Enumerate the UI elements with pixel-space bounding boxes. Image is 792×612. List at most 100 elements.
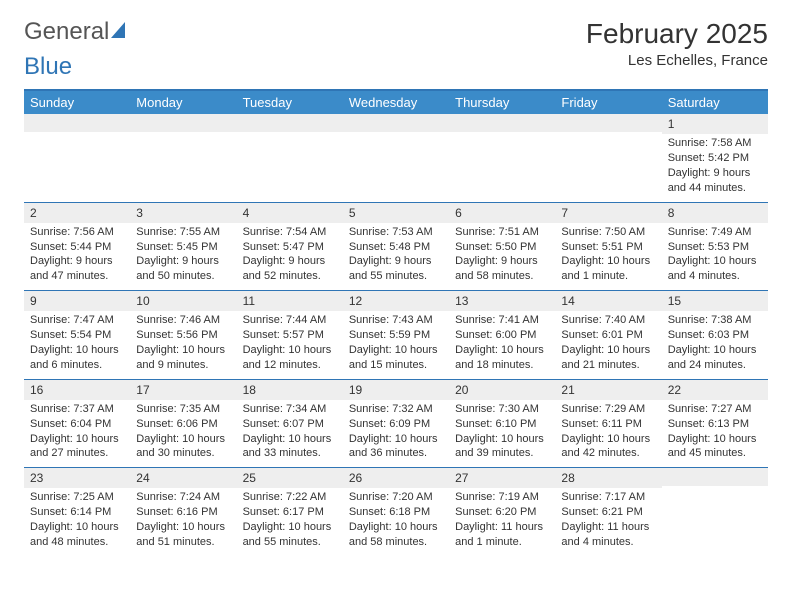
daylight-text: Daylight: 9 hours and 47 minutes. [30, 254, 124, 284]
daylight-text: Daylight: 10 hours and 4 minutes. [668, 254, 762, 284]
calendar-day-cell: 23Sunrise: 7:25 AMSunset: 6:14 PMDayligh… [24, 468, 130, 556]
day-details: Sunrise: 7:54 AMSunset: 5:47 PMDaylight:… [243, 225, 337, 284]
day-number [662, 468, 768, 486]
title-block: February 2025 Les Echelles, France [586, 18, 768, 69]
sunrise-text: Sunrise: 7:40 AM [561, 313, 655, 328]
day-details: Sunrise: 7:46 AMSunset: 5:56 PMDaylight:… [136, 313, 230, 372]
sunset-text: Sunset: 5:53 PM [668, 240, 762, 255]
day-number: 27 [449, 468, 555, 488]
sunrise-text: Sunrise: 7:37 AM [30, 402, 124, 417]
calendar-day-cell: 13Sunrise: 7:41 AMSunset: 6:00 PMDayligh… [449, 291, 555, 380]
daylight-text: Daylight: 10 hours and 42 minutes. [561, 432, 655, 462]
weekday-header: Tuesday [237, 91, 343, 114]
day-details: Sunrise: 7:17 AMSunset: 6:21 PMDaylight:… [561, 490, 655, 549]
sunset-text: Sunset: 6:07 PM [243, 417, 337, 432]
weekday-header: Wednesday [343, 91, 449, 114]
sunrise-text: Sunrise: 7:27 AM [668, 402, 762, 417]
day-number: 22 [662, 380, 768, 400]
calendar-day-cell: 25Sunrise: 7:22 AMSunset: 6:17 PMDayligh… [237, 468, 343, 556]
day-details: Sunrise: 7:40 AMSunset: 6:01 PMDaylight:… [561, 313, 655, 372]
day-details: Sunrise: 7:22 AMSunset: 6:17 PMDaylight:… [243, 490, 337, 549]
day-number [130, 114, 236, 132]
daylight-text: Daylight: 9 hours and 50 minutes. [136, 254, 230, 284]
sunrise-text: Sunrise: 7:22 AM [243, 490, 337, 505]
calendar-day-cell: 24Sunrise: 7:24 AMSunset: 6:16 PMDayligh… [130, 468, 236, 556]
sunset-text: Sunset: 5:47 PM [243, 240, 337, 255]
sunset-text: Sunset: 6:03 PM [668, 328, 762, 343]
sunrise-text: Sunrise: 7:19 AM [455, 490, 549, 505]
day-details: Sunrise: 7:29 AMSunset: 6:11 PMDaylight:… [561, 402, 655, 461]
day-details: Sunrise: 7:44 AMSunset: 5:57 PMDaylight:… [243, 313, 337, 372]
sunset-text: Sunset: 5:45 PM [136, 240, 230, 255]
sunset-text: Sunset: 6:17 PM [243, 505, 337, 520]
day-details: Sunrise: 7:35 AMSunset: 6:06 PMDaylight:… [136, 402, 230, 461]
day-number: 23 [24, 468, 130, 488]
sunset-text: Sunset: 5:42 PM [668, 151, 762, 166]
sunrise-text: Sunrise: 7:43 AM [349, 313, 443, 328]
daylight-text: Daylight: 10 hours and 36 minutes. [349, 432, 443, 462]
daylight-text: Daylight: 10 hours and 30 minutes. [136, 432, 230, 462]
calendar-day-cell: 12Sunrise: 7:43 AMSunset: 5:59 PMDayligh… [343, 291, 449, 380]
day-number [24, 114, 130, 132]
sunrise-text: Sunrise: 7:38 AM [668, 313, 762, 328]
daylight-text: Daylight: 9 hours and 58 minutes. [455, 254, 549, 284]
day-details: Sunrise: 7:51 AMSunset: 5:50 PMDaylight:… [455, 225, 549, 284]
sunset-text: Sunset: 6:01 PM [561, 328, 655, 343]
day-number: 9 [24, 291, 130, 311]
calendar-day-cell [555, 114, 661, 202]
day-number: 2 [24, 203, 130, 223]
sunset-text: Sunset: 5:48 PM [349, 240, 443, 255]
daylight-text: Daylight: 10 hours and 12 minutes. [243, 343, 337, 373]
daylight-text: Daylight: 10 hours and 39 minutes. [455, 432, 549, 462]
calendar-day-cell: 14Sunrise: 7:40 AMSunset: 6:01 PMDayligh… [555, 291, 661, 380]
sunrise-text: Sunrise: 7:51 AM [455, 225, 549, 240]
brand-logo: General [24, 18, 127, 46]
sunset-text: Sunset: 6:06 PM [136, 417, 230, 432]
day-number: 25 [237, 468, 343, 488]
sunrise-text: Sunrise: 7:46 AM [136, 313, 230, 328]
day-number: 20 [449, 380, 555, 400]
sunrise-text: Sunrise: 7:34 AM [243, 402, 337, 417]
day-details: Sunrise: 7:34 AMSunset: 6:07 PMDaylight:… [243, 402, 337, 461]
sunset-text: Sunset: 6:10 PM [455, 417, 549, 432]
calendar-day-cell: 9Sunrise: 7:47 AMSunset: 5:54 PMDaylight… [24, 291, 130, 380]
weekday-header: Thursday [449, 91, 555, 114]
calendar-day-cell: 15Sunrise: 7:38 AMSunset: 6:03 PMDayligh… [662, 291, 768, 380]
day-number: 24 [130, 468, 236, 488]
day-number: 19 [343, 380, 449, 400]
calendar-day-cell: 7Sunrise: 7:50 AMSunset: 5:51 PMDaylight… [555, 202, 661, 291]
sunrise-text: Sunrise: 7:35 AM [136, 402, 230, 417]
brand-part2: Blue [24, 53, 72, 81]
sunset-text: Sunset: 5:57 PM [243, 328, 337, 343]
sunset-text: Sunset: 6:11 PM [561, 417, 655, 432]
calendar-day-cell: 20 Sunrise: 7:30 AMSunset: 6:10 PMDayligh… [449, 379, 555, 468]
calendar-day-cell: 22Sunrise: 7:27 AMSunset: 6:13 PMDayligh… [662, 379, 768, 468]
calendar-day-cell: 16Sunrise: 7:37 AMSunset: 6:04 PMDayligh… [24, 379, 130, 468]
sunrise-text: Sunrise: 7:53 AM [349, 225, 443, 240]
day-number: 4 [237, 203, 343, 223]
day-details: Sunrise: 7:58 AMSunset: 5:42 PMDaylight:… [668, 136, 762, 195]
calendar-week-row: 9Sunrise: 7:47 AMSunset: 5:54 PMDaylight… [24, 291, 768, 380]
calendar-day-cell: 3Sunrise: 7:55 AMSunset: 5:45 PMDaylight… [130, 202, 236, 291]
calendar-week-row: 2Sunrise: 7:56 AMSunset: 5:44 PMDaylight… [24, 202, 768, 291]
sunrise-text: Sunrise: 7:30 AM [455, 402, 549, 417]
daylight-text: Daylight: 11 hours and 4 minutes. [561, 520, 655, 550]
day-number: 14 [555, 291, 661, 311]
calendar-day-cell: 6Sunrise: 7:51 AMSunset: 5:50 PMDaylight… [449, 202, 555, 291]
day-number [237, 114, 343, 132]
day-details: Sunrise: 7:43 AMSunset: 5:59 PMDaylight:… [349, 313, 443, 372]
calendar-day-cell [130, 114, 236, 202]
calendar-week-row: 1Sunrise: 7:58 AMSunset: 5:42 PMDaylight… [24, 114, 768, 202]
sunset-text: Sunset: 5:59 PM [349, 328, 443, 343]
sunrise-text: Sunrise: 7:50 AM [561, 225, 655, 240]
daylight-text: Daylight: 10 hours and 58 minutes. [349, 520, 443, 550]
sunset-text: Sunset: 5:56 PM [136, 328, 230, 343]
daylight-text: Daylight: 11 hours and 1 minute. [455, 520, 549, 550]
sunrise-text: Sunrise: 7:49 AM [668, 225, 762, 240]
day-details: Sunrise: 7:19 AMSunset: 6:20 PMDaylight:… [455, 490, 549, 549]
calendar-table: Sunday Monday Tuesday Wednesday Thursday… [24, 91, 768, 556]
sunrise-text: Sunrise: 7:17 AM [561, 490, 655, 505]
day-details: Sunrise: 7:55 AMSunset: 5:45 PMDaylight:… [136, 225, 230, 284]
day-number: 3 [130, 203, 236, 223]
weekday-header-row: Sunday Monday Tuesday Wednesday Thursday… [24, 91, 768, 114]
